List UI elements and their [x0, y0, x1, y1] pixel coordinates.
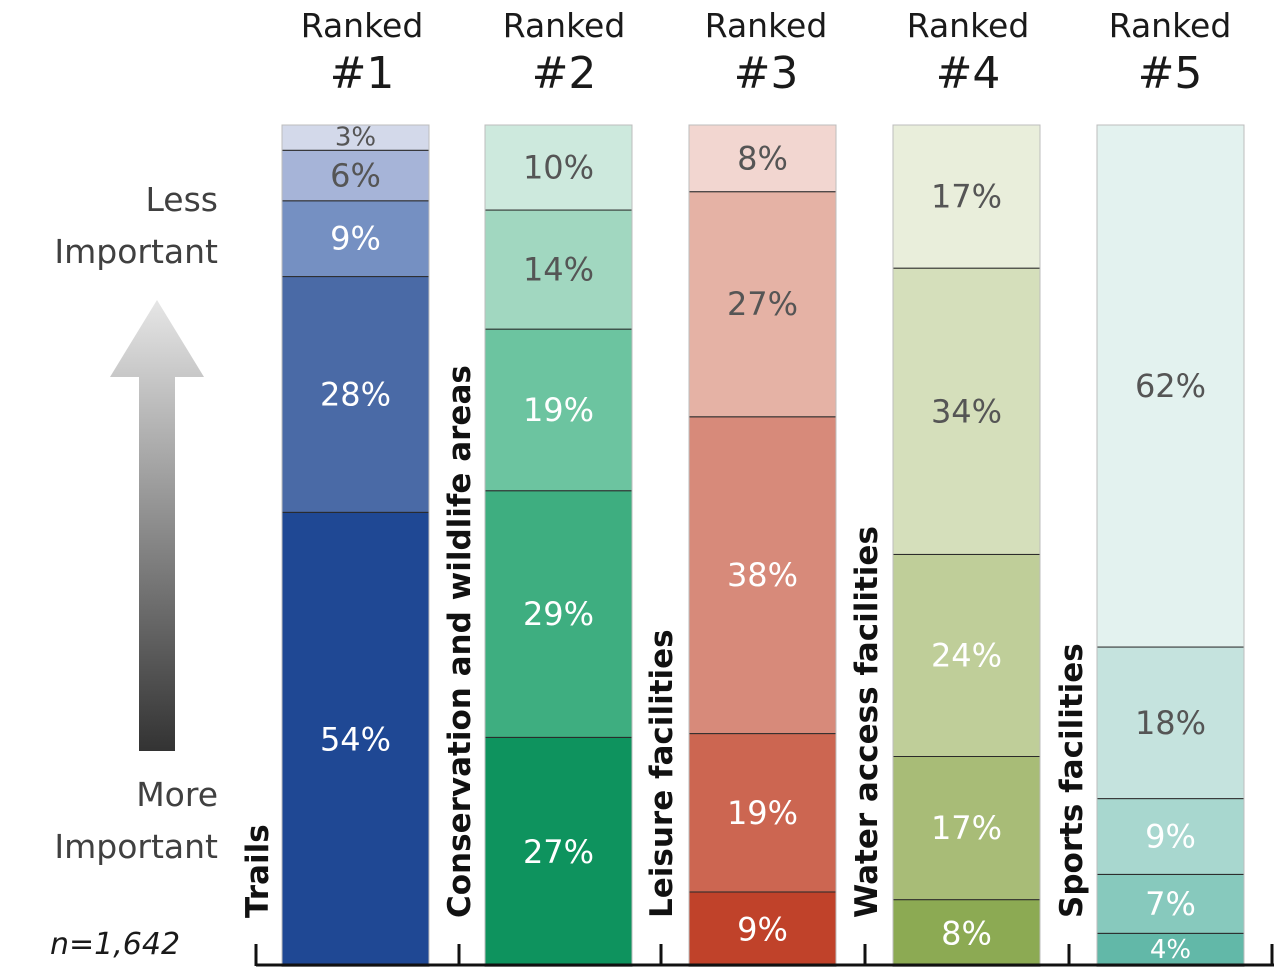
bar-segment — [1096, 798, 1245, 875]
more-important-line2: Important — [54, 827, 218, 866]
bar-segment — [892, 553, 1041, 757]
bar-segment — [892, 124, 1041, 269]
segment-value-label: 19% — [727, 794, 798, 832]
column-header-number: #4 — [935, 48, 1001, 99]
bar-segment — [484, 209, 633, 330]
segment-value-label: 17% — [931, 178, 1002, 216]
column-header-2: Ranked #2 — [484, 4, 644, 100]
bar-segment — [688, 124, 837, 193]
segment-value-label: 6% — [330, 157, 381, 195]
segment-value-label: 54% — [320, 721, 391, 759]
segment-value-label: 38% — [727, 556, 798, 594]
segment-value-label: 27% — [523, 833, 594, 871]
bar-outline — [688, 124, 837, 967]
segment-value-label: 29% — [523, 595, 594, 633]
segment-value-label: 9% — [737, 910, 788, 948]
bar-segment — [688, 733, 837, 893]
column-header-ranked: Ranked — [300, 6, 424, 45]
less-important-label: Less Important — [54, 174, 218, 278]
bar-outline — [892, 124, 1041, 967]
category-label-sports: Sports facilities — [1054, 643, 1090, 918]
column-header-number: #1 — [329, 48, 395, 99]
segment-value-label: 8% — [737, 139, 788, 177]
bar-segment — [281, 511, 430, 967]
segment-value-label: 34% — [931, 392, 1002, 430]
segment-value-label: 62% — [1135, 367, 1206, 405]
column-header-ranked: Ranked — [502, 6, 626, 45]
category-label-leisure: Leisure facilities — [644, 629, 680, 918]
segment-value-label: 14% — [523, 251, 594, 289]
category-label-water-access: Water access facilities — [849, 526, 885, 918]
bar-segment — [281, 124, 430, 151]
column-header-number: #2 — [531, 48, 597, 99]
bar-outline — [281, 124, 430, 967]
segment-value-label: 27% — [727, 285, 798, 323]
bar-segment — [1096, 124, 1245, 648]
column-header-5: Ranked #5 — [1090, 4, 1250, 100]
segment-value-label: 9% — [1145, 817, 1196, 855]
less-important-line1: Less — [145, 180, 219, 219]
bar-segment — [484, 490, 633, 738]
segment-value-label: 19% — [523, 391, 594, 429]
segment-value-label: 4% — [1150, 935, 1191, 965]
bar-segment — [688, 416, 837, 735]
segment-value-label: 18% — [1135, 704, 1206, 742]
category-label-conservation: Conservation and wildlife areas — [442, 365, 478, 918]
bar-segment — [281, 149, 430, 202]
bar-segment — [484, 328, 633, 492]
column-header-1: Ranked #1 — [282, 4, 442, 100]
segment-value-label: 24% — [931, 636, 1002, 674]
less-important-line2: Important — [54, 232, 218, 271]
segment-value-label: 8% — [941, 914, 992, 952]
more-important-line1: More — [136, 775, 218, 814]
bar-segment — [281, 200, 430, 278]
column-header-number: #5 — [1137, 48, 1203, 99]
segment-value-label: 3% — [335, 123, 376, 153]
segment-value-label: 7% — [1145, 885, 1196, 923]
segment-value-label: 28% — [320, 375, 391, 413]
column-header-ranked: Ranked — [906, 6, 1030, 45]
segment-value-label: 10% — [523, 149, 594, 187]
column-header-number: #3 — [733, 48, 799, 99]
sample-size-label: n=1,642 — [50, 927, 181, 962]
bar-outline — [1096, 124, 1245, 967]
column-header-ranked: Ranked — [704, 6, 828, 45]
column-header-3: Ranked #3 — [686, 4, 846, 100]
bar-outline — [484, 124, 633, 967]
segment-value-label: 17% — [931, 809, 1002, 847]
category-label-trails: Trails — [240, 824, 276, 918]
segment-value-label: 9% — [330, 220, 381, 258]
column-header-ranked: Ranked — [1108, 6, 1232, 45]
more-important-label: More Important — [54, 769, 218, 873]
importance-arrow-icon — [110, 300, 204, 751]
bar-segment — [688, 891, 837, 967]
bar-segment — [892, 899, 1041, 967]
column-header-4: Ranked #4 — [888, 4, 1048, 100]
